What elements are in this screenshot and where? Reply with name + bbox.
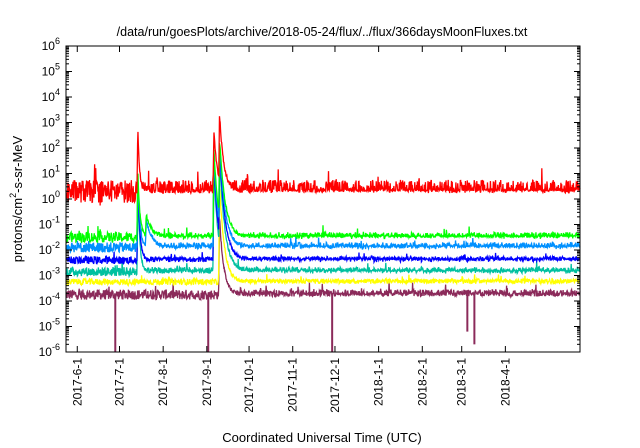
y-tick-label: 10-1 <box>39 215 60 232</box>
y-axis-label-sup: 2 <box>8 193 18 198</box>
series-line <box>65 162 581 279</box>
series-line <box>65 188 581 288</box>
x-tick-label: 2017-10-1 <box>242 358 256 413</box>
x-tick-label: 2017-8-1 <box>156 358 170 406</box>
x-tick-label: 2017-12-1 <box>328 358 342 413</box>
y-tick-label: 10-6 <box>39 342 60 359</box>
x-tick-label: 2018-4-1 <box>498 358 512 406</box>
y-tick-label: 104 <box>42 87 60 104</box>
plot-frame <box>65 45 581 353</box>
y-axis-label-rest: -s-sr-MeV <box>10 135 25 192</box>
series-line <box>65 151 581 266</box>
series-line <box>65 218 581 302</box>
series-line <box>65 116 581 206</box>
y-tick-label: 10-2 <box>39 240 60 257</box>
y-tick-label: 10-4 <box>39 291 60 308</box>
x-tick-label: 2018-1-1 <box>372 358 386 406</box>
chart-title: /data/run/goesPlots/archive/2018-05-24/f… <box>117 25 528 39</box>
x-tick-label: 2017-6-1 <box>70 358 84 406</box>
x-tick-label: 2018-2-1 <box>415 358 429 406</box>
y-tick-label: 10-3 <box>39 266 60 283</box>
y-tick-label: 10-5 <box>39 317 60 334</box>
y-axis-label-base: protons/cm <box>10 198 25 262</box>
x-tick-label: 2017-11-1 <box>286 358 300 412</box>
series-line <box>65 146 581 255</box>
y-tick-label: 101 <box>42 164 60 181</box>
y-axis: 10-6 10-5 10-4 10-3 10-2 10-1 100 101 102 103 104 1… <box>39 36 580 359</box>
y-axis-label: protons/cm2-s-sr-MeV <box>8 135 25 262</box>
y-tick-label: 102 <box>42 138 60 155</box>
y-tick-label: 106 <box>42 36 60 53</box>
y-tick-label: 103 <box>42 113 60 130</box>
x-tick-label: 2017-9-1 <box>200 358 214 406</box>
series-layer <box>65 116 581 352</box>
x-tick-label: 2017-7-1 <box>113 358 127 406</box>
y-tick-label: 100 <box>42 189 60 206</box>
x-tick-label: 2018-3-1 <box>455 358 469 406</box>
x-axis: 2017-6-1 2017-7-1 2017-8-1 2017-9-1 2017-10-… <box>70 46 512 413</box>
x-axis-label: Coordinated Universal Time (UTC) <box>222 430 421 445</box>
series-line <box>65 143 581 245</box>
y-tick-label: 105 <box>42 62 60 79</box>
